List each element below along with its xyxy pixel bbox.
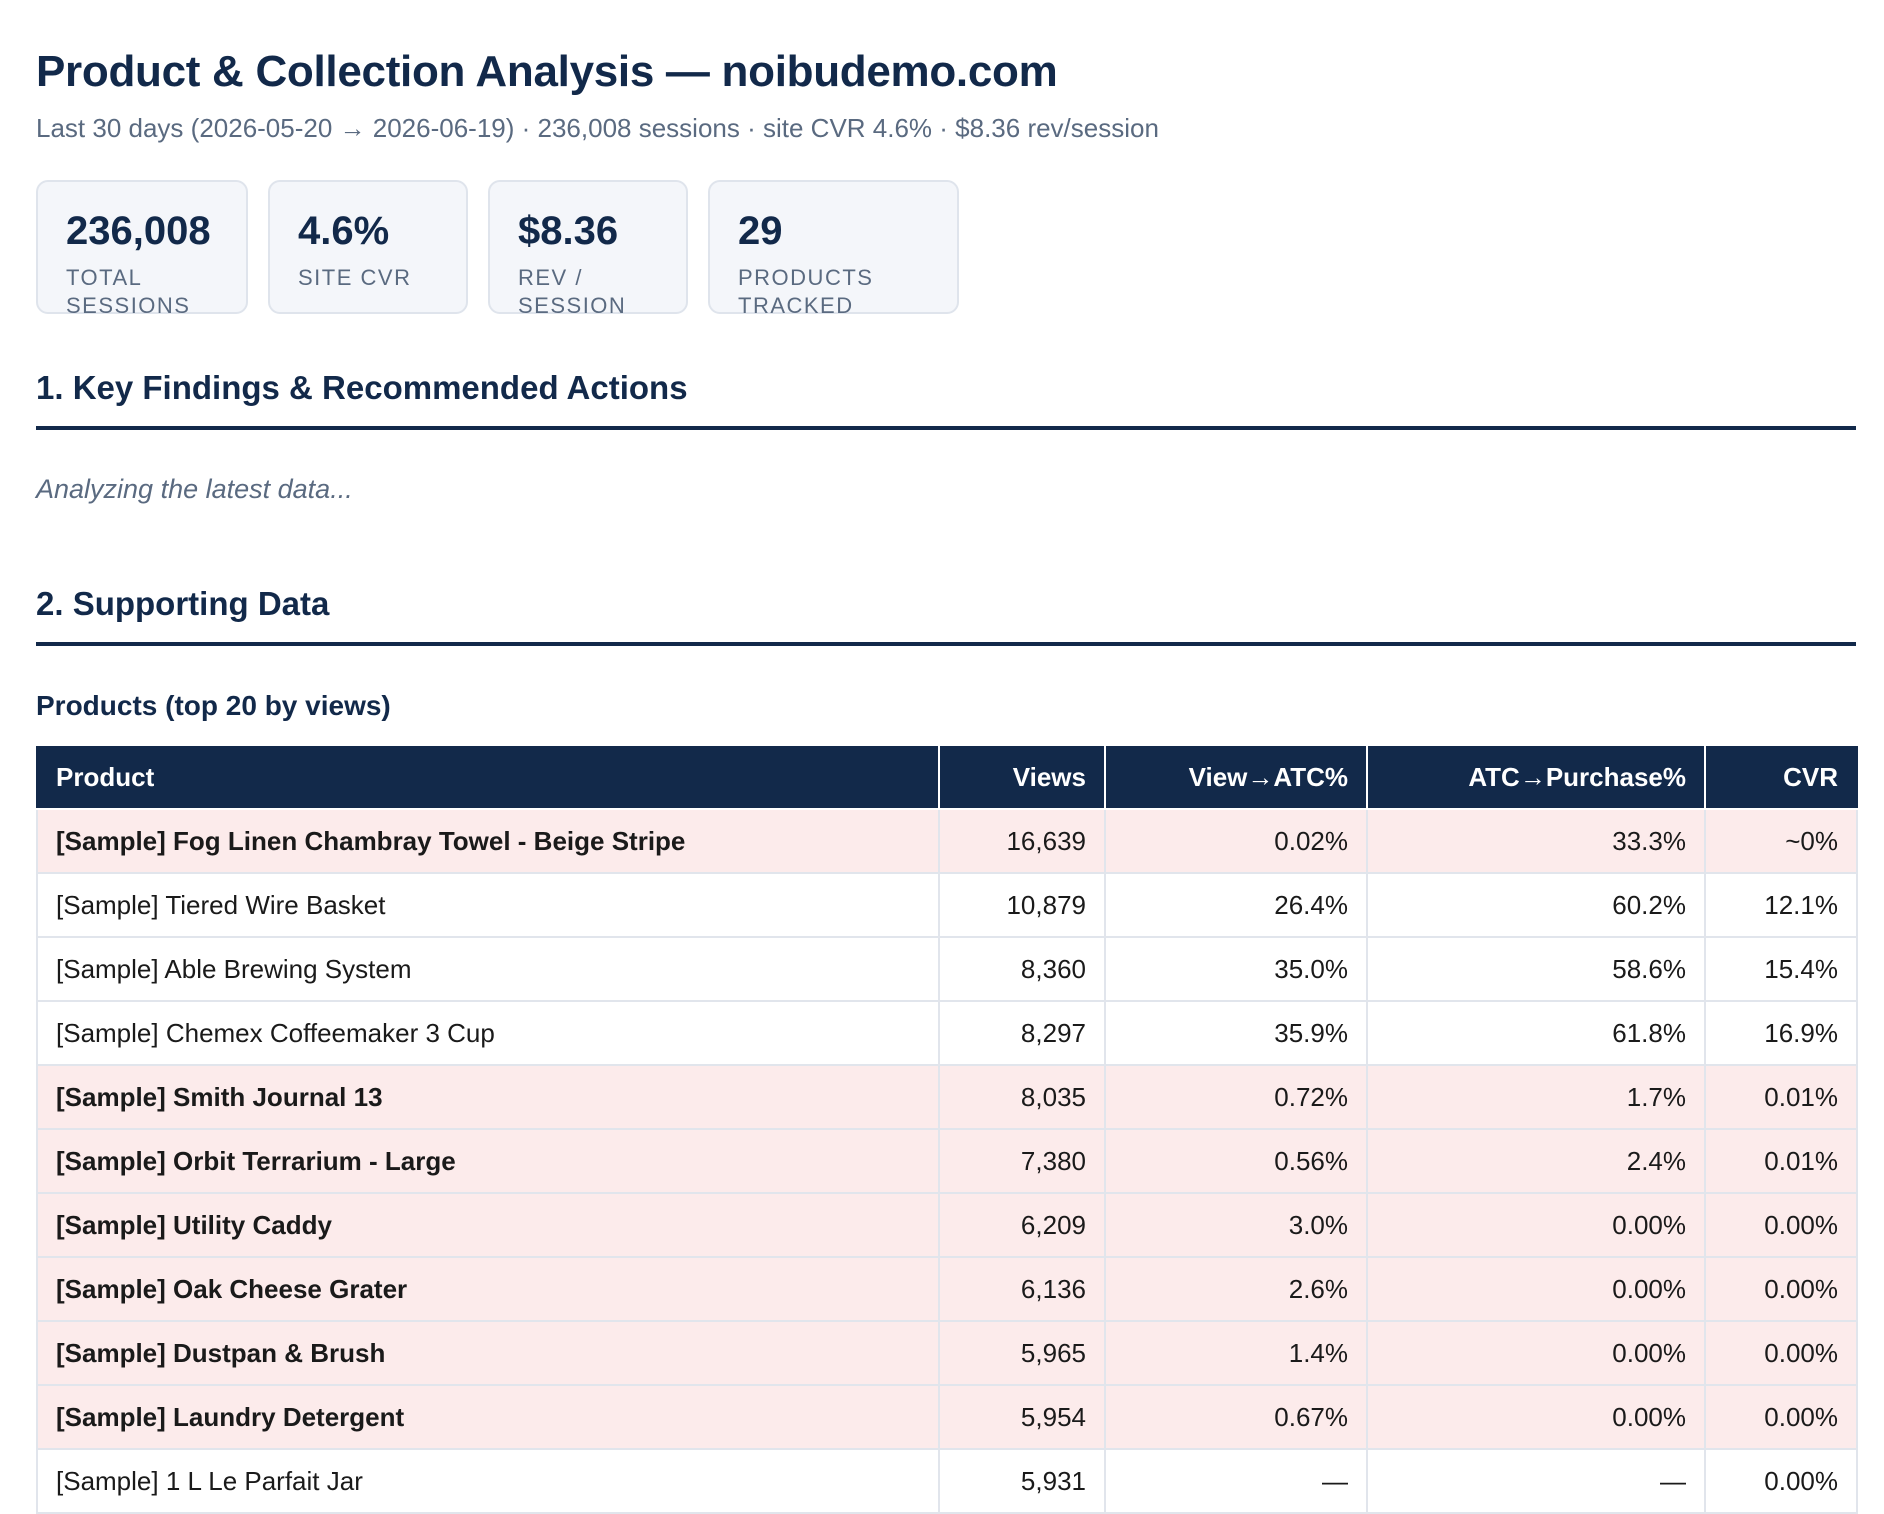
kpi-label: REV / SESSION: [518, 265, 627, 318]
section-heading-supporting-data: 2. Supporting Data: [36, 582, 1856, 646]
cell-views: 6,136: [938, 1256, 1106, 1322]
cell-views: 8,035: [938, 1064, 1106, 1130]
table-row: [Sample] Able Brewing System 8,360 35.0% 58…: [36, 936, 1858, 1002]
cell-atc-purchase: 60.2%: [1366, 872, 1706, 938]
kpi-value: 29: [738, 209, 783, 253]
cell-view-atc: 2.6%: [1104, 1256, 1368, 1322]
cell-view-atc: 0.67%: [1104, 1384, 1368, 1450]
cell-atc-purchase: 2.4%: [1366, 1128, 1706, 1194]
cell-view-atc: 0.56%: [1104, 1128, 1368, 1194]
supporting-data-section: 2. Supporting Data Products (top 20 by v…: [36, 582, 1858, 1514]
cell-atc-purchase: 58.6%: [1366, 936, 1706, 1002]
section-heading-key-findings: 1. Key Findings & Recommended Actions: [36, 366, 1856, 430]
table-row: [Sample] Laundry Detergent 5,954 0.67% 0.00…: [36, 1384, 1858, 1450]
cell-atc-purchase: 1.7%: [1366, 1064, 1706, 1130]
table-row: [Sample] Smith Journal 13 8,035 0.72% 1.7% 0…: [36, 1064, 1858, 1130]
cell-atc-purchase: 0.00%: [1366, 1384, 1706, 1450]
cell-view-atc: 35.0%: [1104, 936, 1368, 1002]
cell-cvr: 0.01%: [1704, 1128, 1858, 1194]
cell-atc-purchase: 61.8%: [1366, 1000, 1706, 1066]
cell-product: [Sample] Oak Cheese Grater: [36, 1256, 940, 1322]
cell-views: 16,639: [938, 808, 1106, 874]
table-header-row: Product Views View→ATC% ATC→Purchase% CV…: [36, 746, 1858, 810]
cell-views: 8,297: [938, 1000, 1106, 1066]
cell-atc-purchase: 0.00%: [1366, 1320, 1706, 1386]
kpi-card-products-tracked: 29 PRODUCTS TRACKED: [708, 180, 959, 318]
cell-cvr: ~0%: [1704, 808, 1858, 874]
cell-atc-purchase: 0.00%: [1366, 1256, 1706, 1322]
column-header-views[interactable]: Views: [938, 746, 1106, 810]
cell-cvr: 15.4%: [1704, 936, 1858, 1002]
cell-atc-purchase: —: [1366, 1448, 1706, 1514]
cell-product: [Sample] Orbit Terrarium - Large: [36, 1128, 940, 1194]
cell-views: 6,209: [938, 1192, 1106, 1258]
cell-cvr: 0.00%: [1704, 1384, 1858, 1450]
kpi-label: TOTAL SESSIONS: [66, 265, 191, 318]
analysis-status-text: Analyzing the latest data...: [36, 474, 353, 504]
kpi-card-rev-per-session: $8.36 REV / SESSION: [488, 180, 688, 318]
cell-views: 7,380: [938, 1128, 1106, 1194]
cell-views: 5,954: [938, 1384, 1106, 1450]
cell-cvr: 0.01%: [1704, 1064, 1858, 1130]
cell-product: [Sample] Smith Journal 13: [36, 1064, 940, 1130]
cell-cvr: 12.1%: [1704, 872, 1858, 938]
table-row: [Sample] Orbit Terrarium - Large 7,380 0.5…: [36, 1128, 1858, 1194]
cell-atc-purchase: 33.3%: [1366, 808, 1706, 874]
cell-views: 5,965: [938, 1320, 1106, 1386]
kpi-cards: 236,008 TOTAL SESSIONS 4.6% SITE CVR $8.…: [36, 180, 1856, 318]
cell-view-atc: 3.0%: [1104, 1192, 1368, 1258]
page-title: Product & Collection Analysis — noibudem…: [36, 47, 1058, 96]
cell-product: [Sample] Dustpan & Brush: [36, 1320, 940, 1386]
cell-views: 5,931: [938, 1448, 1106, 1514]
cell-product: [Sample] Chemex Coffeemaker 3 Cup: [36, 1000, 940, 1066]
key-findings-section: 1. Key Findings & Recommended Actions An…: [36, 366, 1856, 506]
table-row: [Sample] Dustpan & Brush 5,965 1.4% 0.00% 0.…: [36, 1320, 1858, 1386]
cell-view-atc: 26.4%: [1104, 872, 1368, 938]
table-body: [Sample] Fog Linen Chambray Towel - Beig…: [36, 808, 1858, 1514]
cell-atc-purchase: 0.00%: [1366, 1192, 1706, 1258]
cell-cvr: 0.00%: [1704, 1256, 1858, 1322]
column-header-view-atc[interactable]: View→ATC%: [1104, 746, 1368, 810]
kpi-card-site-cvr: 4.6% SITE CVR: [268, 180, 468, 314]
table-row: [Sample] Tiered Wire Basket 10,879 26.4% 60…: [36, 872, 1858, 938]
cell-product: [Sample] Fog Linen Chambray Towel - Beig…: [36, 808, 940, 874]
column-header-product[interactable]: Product: [36, 746, 940, 810]
column-header-cvr[interactable]: CVR: [1704, 746, 1858, 810]
kpi-value: $8.36: [518, 209, 619, 253]
kpi-value: 236,008: [66, 209, 211, 253]
page-subtitle: Last 30 days (2026-05-20 → 2026-06-19) ·…: [36, 113, 1159, 143]
cell-view-atc: 35.9%: [1104, 1000, 1368, 1066]
cell-cvr: 0.00%: [1704, 1320, 1858, 1386]
table-row: [Sample] 1 L Le Parfait Jar 5,931— —0.00%: [36, 1448, 1858, 1514]
cell-cvr: 0.00%: [1704, 1448, 1858, 1514]
table-row: [Sample] Oak Cheese Grater 6,136 2.6% 0.00%…: [36, 1256, 1858, 1322]
products-table: Product Views View→ATC% ATC→Purchase% CV…: [36, 746, 1858, 1514]
cell-views: 10,879: [938, 872, 1106, 938]
kpi-label: PRODUCTS TRACKED: [738, 265, 874, 318]
cell-product: [Sample] 1 L Le Parfait Jar: [36, 1448, 940, 1514]
column-header-atc-purchase[interactable]: ATC→Purchase%: [1366, 746, 1706, 810]
table-row: [Sample] Utility Caddy 6,209 3.0% 0.00% 0.00…: [36, 1192, 1858, 1258]
cell-product: [Sample] Tiered Wire Basket: [36, 872, 940, 938]
table-row: [Sample] Chemex Coffeemaker 3 Cup 8,297 35…: [36, 1000, 1858, 1066]
table-row: [Sample] Fog Linen Chambray Towel - Beig…: [36, 808, 1858, 874]
products-table-title: Products (top 20 by views): [36, 690, 391, 721]
cell-product: [Sample] Laundry Detergent: [36, 1384, 940, 1450]
cell-view-atc: 0.72%: [1104, 1064, 1368, 1130]
cell-view-atc: 0.02%: [1104, 808, 1368, 874]
kpi-value: 4.6%: [298, 209, 390, 253]
cell-product: [Sample] Utility Caddy: [36, 1192, 940, 1258]
cell-view-atc: 1.4%: [1104, 1320, 1368, 1386]
cell-cvr: 0.00%: [1704, 1192, 1858, 1258]
kpi-card-total-sessions: 236,008 TOTAL SESSIONS: [36, 180, 248, 318]
cell-product: [Sample] Able Brewing System: [36, 936, 940, 1002]
kpi-label: SITE CVR: [298, 265, 412, 290]
cell-cvr: 16.9%: [1704, 1000, 1858, 1066]
cell-views: 8,360: [938, 936, 1106, 1002]
cell-view-atc: —: [1104, 1448, 1368, 1514]
